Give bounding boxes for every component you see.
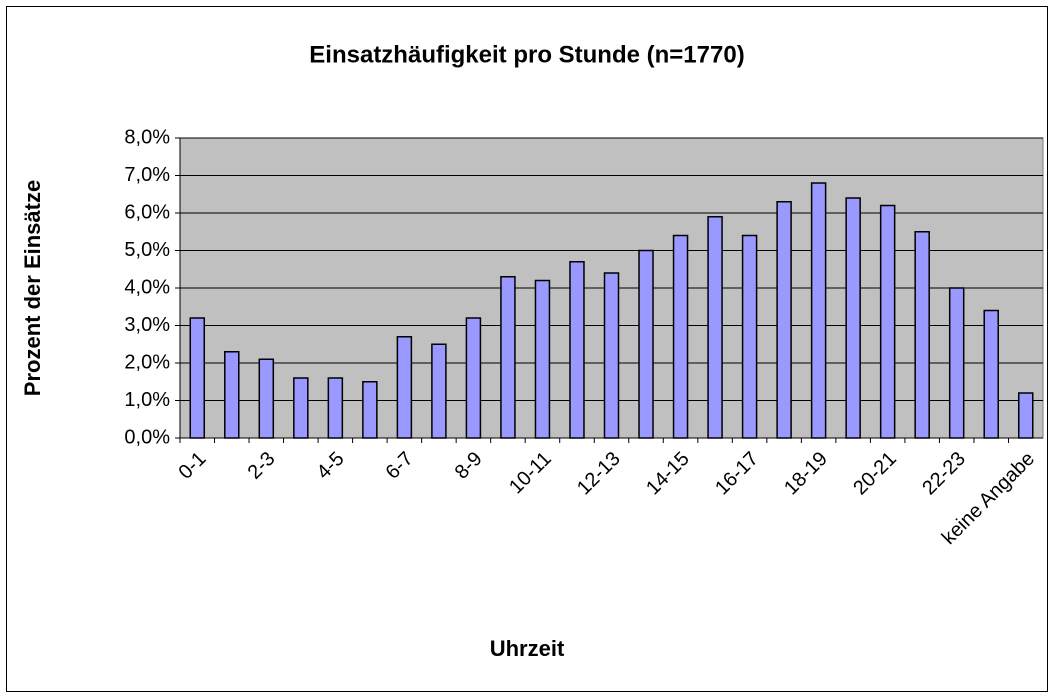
y-tick-label: 0,0% — [124, 426, 170, 448]
bar — [707, 216, 723, 439]
bar — [431, 343, 447, 439]
y-tick-label: 6,0% — [124, 201, 170, 223]
bar — [293, 377, 309, 439]
bar — [327, 377, 344, 439]
bar — [914, 231, 930, 439]
y-tick-label: 4,0% — [124, 276, 170, 298]
bar — [879, 204, 896, 439]
y-tick-label: 8,0% — [124, 126, 170, 148]
y-tick-label: 2,0% — [124, 351, 170, 373]
bar — [500, 276, 516, 439]
bar — [224, 351, 240, 439]
bar — [603, 272, 620, 439]
y-tick-label: 7,0% — [124, 164, 170, 186]
bar — [672, 234, 689, 439]
bar — [776, 201, 792, 439]
y-axis-title: Prozent der Einsätze — [20, 180, 45, 396]
bar — [810, 182, 827, 439]
bar — [465, 317, 482, 439]
bar — [534, 279, 551, 439]
chart-title: Einsatzhäufigkeit pro Stunde (n=1770) — [309, 41, 744, 68]
bar — [983, 309, 999, 439]
bar — [569, 261, 585, 439]
y-tick-label: 3,0% — [124, 314, 170, 336]
bar — [362, 381, 378, 439]
y-tick-label: 1,0% — [124, 389, 170, 411]
bar — [638, 249, 654, 439]
bar — [948, 287, 965, 439]
bar — [1017, 392, 1034, 439]
bar — [741, 234, 758, 439]
bar — [845, 197, 861, 439]
bar — [258, 358, 275, 439]
bar — [189, 317, 206, 439]
bar — [396, 336, 413, 439]
x-axis-title: Uhrzeit — [490, 636, 565, 661]
y-tick-label: 5,0% — [124, 239, 170, 261]
